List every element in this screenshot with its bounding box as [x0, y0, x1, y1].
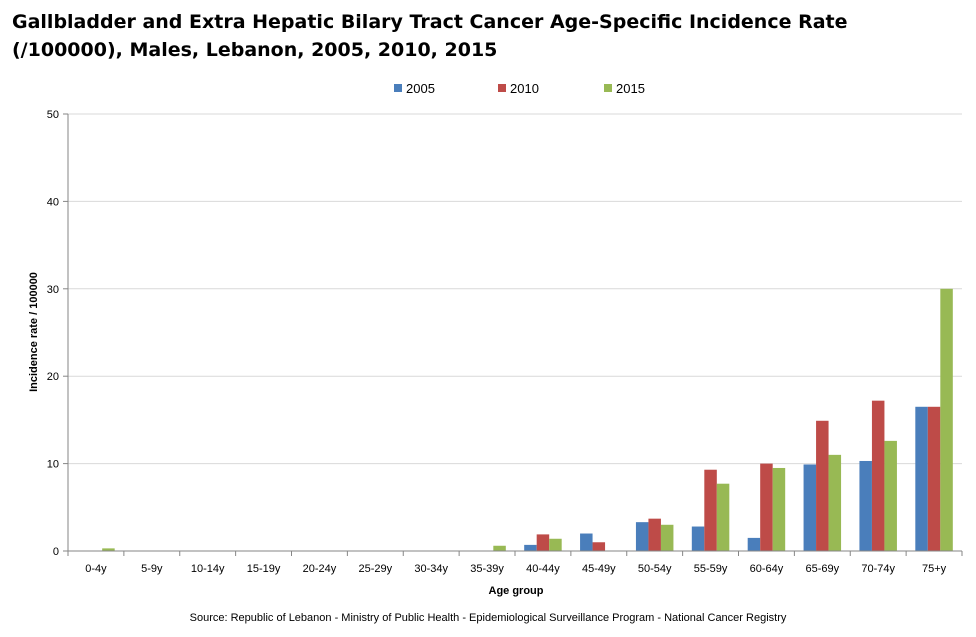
bar-2005-75+y: [915, 406, 928, 551]
bar-2005-40-44y: [524, 544, 537, 551]
x-tick-label: 20-24y: [303, 563, 337, 575]
gridlines: [68, 113, 962, 465]
y-axis-label: Incidence rate / 100000: [28, 272, 40, 392]
bar-2010-45-49y: [592, 542, 606, 551]
legend-item-2005: 2005: [394, 81, 435, 96]
legend-item-2015: 2015: [604, 81, 645, 96]
y-tick-label: 30: [47, 284, 59, 296]
x-tick-label: 15-19y: [247, 563, 281, 575]
x-tick-label: 50-54y: [638, 563, 672, 575]
x-tick-label: 35-39y: [470, 563, 504, 575]
bar-2015-40-44y: [549, 538, 562, 551]
chart-title: Gallbladder and Extra Hepatic Bilary Tra…: [12, 8, 962, 64]
legend-label: 2015: [616, 81, 645, 96]
bar-2015-75+y: [940, 288, 953, 551]
x-tick-label: 30-34y: [414, 563, 448, 575]
x-tick-label: 60-64y: [750, 563, 784, 575]
y-tick-label: 40: [47, 196, 59, 208]
x-tick-label: 40-44y: [526, 563, 560, 575]
bar-2015-35-39y: [493, 545, 506, 551]
bar-2005-70-74y: [859, 460, 872, 551]
x-tick-label: 45-49y: [582, 563, 616, 575]
axes: 0 10 20 30 40 50 0-4y 5-9y 10-14y 15-19y 20-24y 25-…: [47, 109, 963, 575]
x-tick-label: 10-14y: [191, 563, 225, 575]
y-tick-label: 50: [47, 109, 59, 121]
y-tick-label: 10: [47, 459, 59, 471]
x-tick-label: 70-74y: [861, 563, 895, 575]
x-tick-label: 55-59y: [694, 563, 728, 575]
source-note: Source: Republic of Lebanon - Ministry o…: [189, 612, 787, 624]
bars: [102, 288, 953, 551]
legend: 2005 2010 2015: [394, 81, 645, 96]
bar-2010-40-44y: [536, 534, 550, 551]
legend-swatch: [394, 84, 402, 92]
x-tick-label: 0-4y: [85, 563, 107, 575]
x-tick-label: 65-69y: [805, 563, 839, 575]
bar-2015-0-4y: [102, 548, 115, 551]
bar-2005-50-54y: [635, 522, 649, 551]
x-tick-label: 25-29y: [358, 563, 392, 575]
bar-2005-60-64y: [747, 537, 761, 551]
bar-2015-55-59y: [716, 483, 730, 551]
legend-swatch: [604, 84, 612, 92]
bar-2010-75+y: [927, 406, 941, 551]
chart-title-line1: Gallbladder and Extra Hepatic Bilary Tra…: [12, 11, 848, 33]
bar-2015-60-64y: [772, 467, 786, 551]
legend-label: 2005: [406, 81, 435, 96]
bar-2015-65-69y: [828, 454, 842, 551]
x-tick-label: 75+y: [922, 563, 947, 575]
bar-2010-65-69y: [816, 420, 829, 551]
x-tick-label: 5-9y: [141, 563, 163, 575]
legend-item-2010: 2010: [498, 81, 539, 96]
bar-2015-50-54y: [660, 524, 674, 551]
bar-2005-65-69y: [803, 464, 817, 551]
bar-2015-70-74y: [884, 440, 897, 551]
bar-2010-55-59y: [704, 469, 717, 551]
bar-2010-50-54y: [648, 518, 661, 551]
bar-2005-55-59y: [691, 526, 705, 551]
legend-label: 2010: [510, 81, 539, 96]
bar-2010-70-74y: [871, 400, 885, 551]
legend-swatch: [498, 84, 506, 92]
chart-title-line2: (/100000), Males, Lebanon, 2005, 2010, 2…: [12, 39, 498, 61]
bar-2010-60-64y: [760, 463, 773, 551]
bar-2005-45-49y: [580, 533, 593, 551]
y-tick-label: 20: [47, 371, 59, 383]
x-axis-label: Age group: [489, 585, 544, 597]
y-tick-label: 0: [53, 546, 59, 558]
